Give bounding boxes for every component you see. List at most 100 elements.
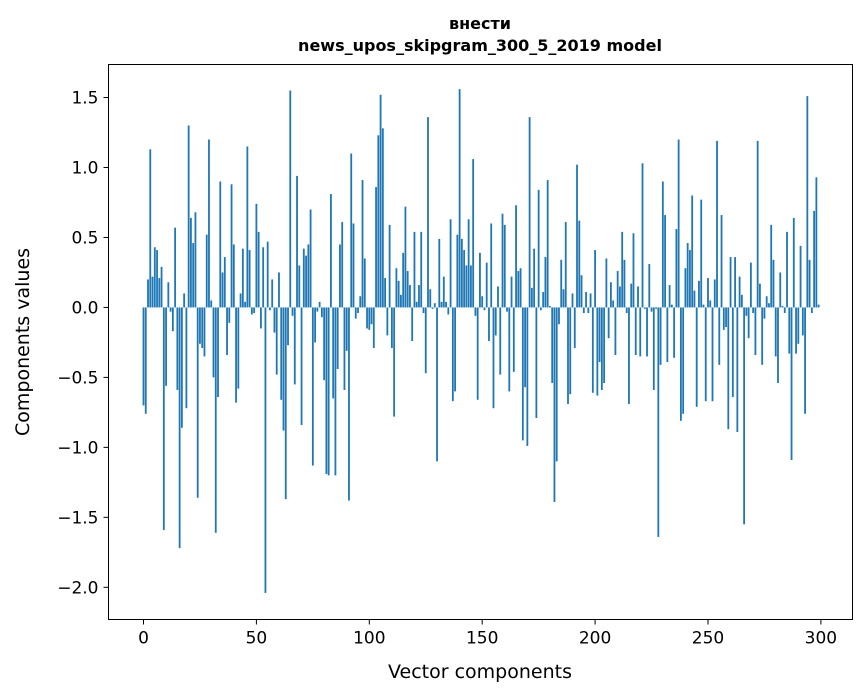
bar xyxy=(302,248,305,308)
bar xyxy=(327,307,330,476)
bar xyxy=(659,307,662,365)
bar xyxy=(442,276,445,308)
x-tick-label: 200 xyxy=(579,629,611,649)
bar xyxy=(253,307,256,314)
bar xyxy=(772,259,775,308)
bar xyxy=(192,243,195,308)
bar xyxy=(682,307,685,414)
bar xyxy=(795,307,797,354)
bar xyxy=(684,268,687,308)
bar xyxy=(539,307,542,311)
bar xyxy=(576,164,578,308)
y-tick-label: 0.5 xyxy=(71,228,98,248)
bar xyxy=(345,307,348,351)
bar xyxy=(250,307,253,315)
bar xyxy=(783,307,786,314)
bar xyxy=(774,307,777,357)
bar xyxy=(280,307,283,400)
bar xyxy=(530,287,533,308)
bar xyxy=(537,189,540,308)
bar xyxy=(614,307,617,356)
bar xyxy=(521,307,524,441)
bar xyxy=(641,163,644,308)
bar xyxy=(646,307,648,357)
bar xyxy=(702,304,705,308)
bar xyxy=(747,307,750,339)
bar xyxy=(151,276,154,308)
bar xyxy=(284,307,287,500)
bar xyxy=(594,250,596,308)
bar xyxy=(400,294,402,308)
bar xyxy=(765,296,768,308)
bar xyxy=(336,307,339,370)
chart-subtitle: news_upos_skipgram_300_5_2019 model xyxy=(298,36,662,55)
bar xyxy=(745,307,748,316)
bar xyxy=(352,223,355,308)
y-axis-label: Components values xyxy=(12,248,34,436)
y-tick-label: −1.5 xyxy=(57,508,98,528)
bar xyxy=(777,307,779,384)
x-tick-label: 0 xyxy=(138,629,149,649)
bar xyxy=(368,307,371,330)
bar xyxy=(720,215,723,308)
x-axis-label: Vector components xyxy=(388,661,572,683)
bar xyxy=(817,304,820,308)
bar xyxy=(519,268,522,308)
bar xyxy=(219,181,222,308)
x-tick-label: 300 xyxy=(805,629,837,649)
bar xyxy=(616,271,619,308)
bar xyxy=(704,307,707,402)
bar xyxy=(515,205,517,308)
bar xyxy=(549,306,551,308)
bar xyxy=(637,286,639,308)
bar xyxy=(343,307,346,390)
bar xyxy=(492,307,495,409)
chart-title: внести xyxy=(449,14,511,33)
bar xyxy=(160,266,163,308)
bar xyxy=(185,307,188,409)
bar xyxy=(427,117,429,308)
bar xyxy=(503,224,506,308)
bar xyxy=(517,271,520,308)
bar xyxy=(582,307,585,314)
bar xyxy=(479,252,481,308)
bar xyxy=(727,307,730,430)
bar xyxy=(162,307,165,530)
bar xyxy=(454,307,457,392)
bar xyxy=(535,307,538,418)
bar xyxy=(386,307,389,336)
bar xyxy=(657,307,660,537)
bar xyxy=(625,307,628,314)
bar xyxy=(756,140,759,308)
bar xyxy=(214,307,217,533)
bar xyxy=(689,250,691,308)
bar xyxy=(293,307,296,385)
bar xyxy=(524,307,526,388)
bar xyxy=(257,231,260,308)
bar xyxy=(451,307,454,402)
bar xyxy=(813,210,816,308)
bar xyxy=(632,233,635,308)
bar xyxy=(490,223,493,308)
bar xyxy=(438,238,441,308)
bar xyxy=(483,307,486,311)
bar xyxy=(578,220,581,308)
bar xyxy=(670,304,673,308)
bar xyxy=(551,307,554,384)
y-tick-label: −0.5 xyxy=(57,368,98,388)
bar xyxy=(372,307,375,349)
bar xyxy=(458,89,461,308)
x-axis-ticks: 0 50 100 150 200 250 300 xyxy=(138,619,837,649)
bar xyxy=(393,307,396,417)
bar xyxy=(571,293,574,308)
bar xyxy=(447,307,450,315)
bar xyxy=(605,258,608,308)
bar xyxy=(348,307,350,501)
bar xyxy=(366,307,368,329)
bar xyxy=(406,271,409,308)
bar xyxy=(573,307,576,349)
bar xyxy=(639,307,642,357)
bar xyxy=(619,286,621,308)
bar xyxy=(474,307,477,316)
bar xyxy=(377,135,380,308)
